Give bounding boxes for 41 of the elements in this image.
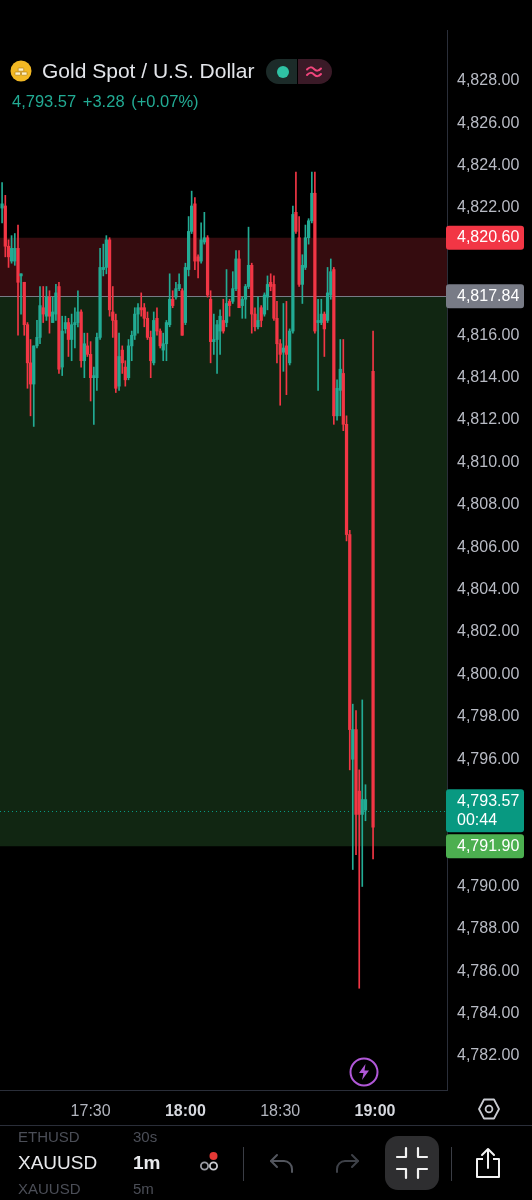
y-tick-label: 4,808.00 <box>457 495 520 513</box>
candlestick <box>360 699 364 887</box>
x-tick-label: 18:30 <box>260 1102 301 1120</box>
y-tick-label: 4,784.00 <box>457 1004 520 1022</box>
y-tick-label: 4,788.00 <box>457 919 520 937</box>
y-tick-label: 4,826.00 <box>457 113 520 131</box>
candlestick <box>0 182 4 224</box>
y-tick-label: 4,786.00 <box>457 961 520 979</box>
ref-line-label: 4,793.57 00:44 <box>457 791 520 828</box>
y-tick-label: 4,790.00 <box>457 876 520 894</box>
y-tick-label: 4,796.00 <box>457 749 520 767</box>
band-label: 4,791.90 <box>457 836 520 854</box>
y-tick-label: 4,804.00 <box>457 580 520 598</box>
ref-line-label: 4,817.84 <box>457 286 520 304</box>
y-tick-label: 4,810.00 <box>457 452 520 470</box>
candlestick <box>41 286 45 323</box>
y-tick-label: 4,812.00 <box>457 410 520 428</box>
y-tick-label: 4,800.00 <box>457 664 520 682</box>
y-tick-label: 4,822.00 <box>457 198 520 216</box>
y-tick-label: 4,824.00 <box>457 156 520 174</box>
text: 30s <box>133 1127 158 1147</box>
text: 4,793.57 +3.28 (+0.07%) <box>12 91 199 111</box>
text: XAUUSD <box>18 1152 98 1174</box>
y-tick-label: 4,798.00 <box>457 707 520 725</box>
y-tick-label: 4,806.00 <box>457 537 520 555</box>
y-tick-label: 4,802.00 <box>457 622 520 640</box>
x-tick-label: 17:30 <box>70 1102 111 1120</box>
y-tick-label: 4,782.00 <box>457 1046 520 1064</box>
y-tick-label: 4,816.00 <box>457 325 520 343</box>
text: Gold Spot / U.S. Dollar <box>42 58 255 84</box>
x-tick-label: 18:00 <box>164 1102 206 1120</box>
x-tick-label: 19:00 <box>354 1102 396 1120</box>
text: ETHUSD <box>18 1127 80 1147</box>
text: XAUUSD <box>18 1179 81 1199</box>
y-tick-label: 4,814.00 <box>457 368 520 386</box>
candlestick <box>19 273 23 315</box>
y-tick-label: 4,828.00 <box>457 71 520 89</box>
candlestick <box>316 298 320 391</box>
text: 1m <box>133 1152 161 1174</box>
band-label: 4,820.60 <box>457 228 520 246</box>
text: 5m <box>133 1179 154 1199</box>
